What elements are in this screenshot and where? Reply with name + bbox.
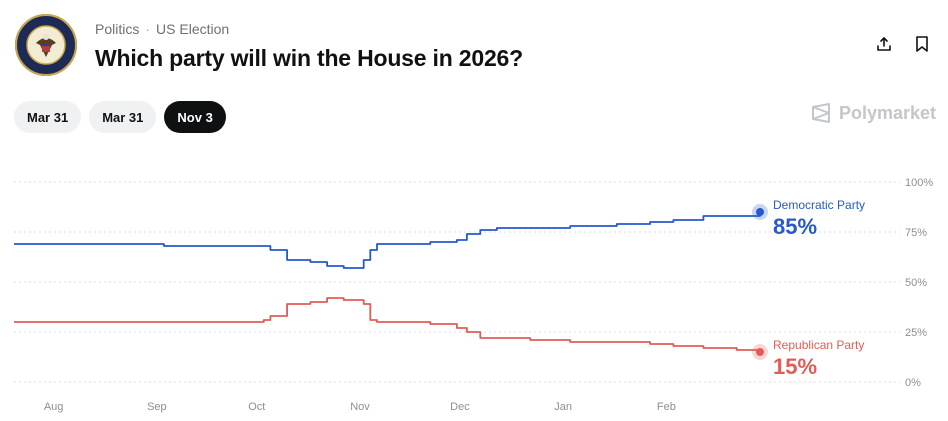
breadcrumb-politics[interactable]: Politics: [95, 21, 140, 37]
share-button[interactable]: [874, 34, 894, 54]
house-seal-logo: [14, 13, 78, 77]
y-tick-label: 100%: [905, 177, 933, 189]
x-tick-label: Feb: [657, 401, 676, 413]
y-tick-label: 25%: [905, 327, 927, 339]
share-icon: [877, 37, 891, 51]
series-name-label: Republican Party: [773, 338, 864, 352]
date-tab-2[interactable]: Mar 31: [89, 101, 157, 133]
breadcrumb-separator: ·: [145, 21, 151, 37]
series-value-label: 85%: [773, 214, 817, 239]
series-line-republican: [14, 297, 761, 352]
series-end-dot: [756, 208, 764, 216]
date-tabs: Mar 31 Mar 31 Nov 3: [14, 101, 226, 133]
y-tick-label: 0%: [905, 377, 921, 389]
price-chart[interactable]: 100% 75% 50% 25% 0% Aug Sep Oct Nov Dec Jan Feb Demo…: [0, 160, 948, 421]
x-tick-label: Oct: [248, 401, 265, 413]
header-actions: [874, 34, 932, 54]
x-tick-label: Jan: [554, 401, 572, 413]
bookmark-button[interactable]: [912, 34, 932, 54]
breadcrumb: Politics · US Election: [95, 21, 229, 37]
series-value-label: 15%: [773, 354, 817, 379]
x-tick-label: Dec: [450, 401, 470, 413]
y-tick-label: 75%: [905, 227, 927, 239]
breadcrumb-us-election[interactable]: US Election: [156, 21, 230, 37]
bookmark-icon: [916, 36, 928, 52]
date-tab-1[interactable]: Mar 31: [14, 101, 82, 133]
x-tick-label: Sep: [147, 401, 167, 413]
y-tick-label: 50%: [905, 277, 927, 289]
brand-name: Polymarket: [838, 102, 936, 123]
page-title: Which party will win the House in 2026?: [95, 45, 523, 71]
series-name-label: Democratic Party: [773, 198, 865, 212]
x-tick-label: Aug: [44, 401, 64, 413]
series-end-dot: [756, 348, 764, 356]
x-tick-label: Nov: [350, 401, 370, 413]
date-tab-3[interactable]: Nov 3: [164, 101, 226, 133]
series-line-democratic: [14, 212, 761, 269]
polymarket-brand: Polymarket: [811, 102, 936, 124]
polymarket-logo-icon: [811, 103, 830, 123]
